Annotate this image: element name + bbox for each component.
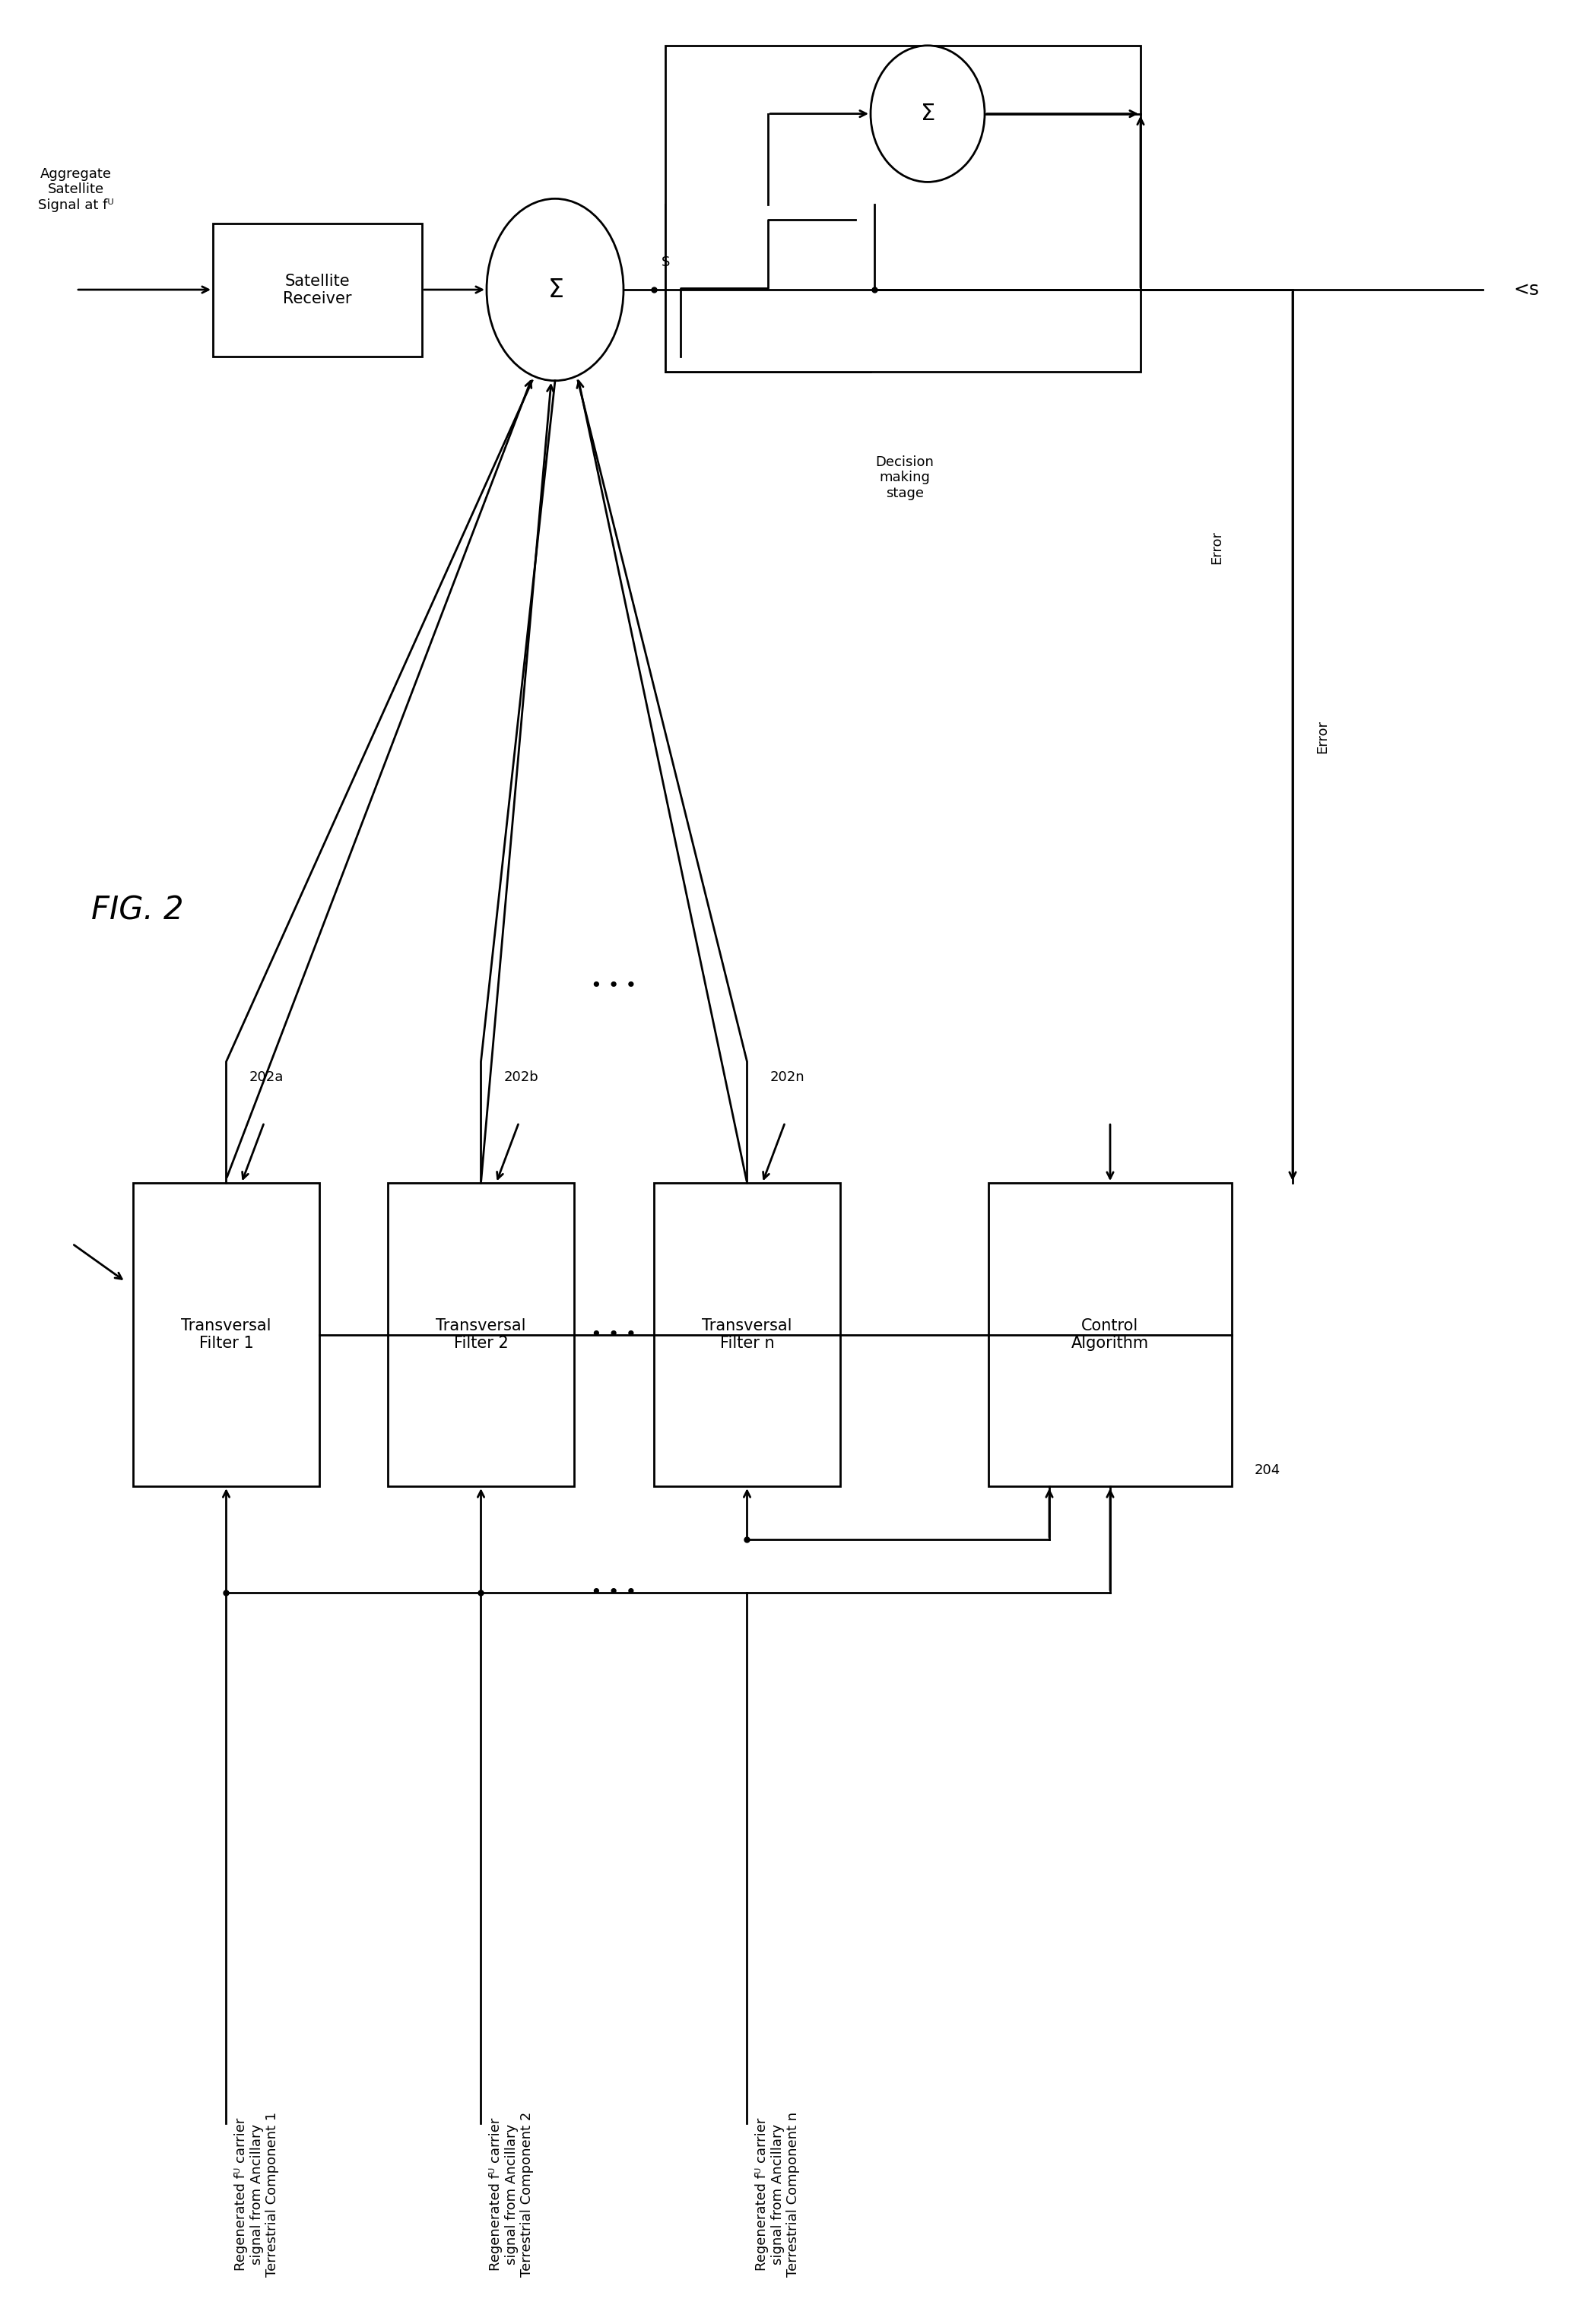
- Text: Satellite
Receiver: Satellite Receiver: [282, 274, 352, 307]
- Text: S: S: [661, 256, 670, 270]
- Bar: [132, 1183, 320, 1487]
- Bar: [665, 205, 871, 372]
- Bar: [388, 1183, 574, 1487]
- Text: Aggregate
Satellite
Signal at fᵁ: Aggregate Satellite Signal at fᵁ: [38, 167, 114, 211]
- Text: Error: Error: [1210, 530, 1224, 565]
- Text: 202a: 202a: [249, 1071, 284, 1085]
- Ellipse shape: [871, 46, 984, 181]
- Text: Regenerated fᵁ carrier
signal from Ancillary
Terrestrial Component 1: Regenerated fᵁ carrier signal from Ancil…: [233, 2113, 279, 2278]
- Text: • • •: • • •: [591, 1583, 637, 1601]
- Text: • • •: • • •: [591, 976, 637, 995]
- Text: $\Sigma$: $\Sigma$: [921, 102, 935, 125]
- Text: <s: <s: [1512, 281, 1539, 300]
- Text: $\Sigma$: $\Sigma$: [547, 277, 563, 302]
- Text: Regenerated fᵁ carrier
signal from Ancillary
Terrestrial Component 2: Regenerated fᵁ carrier signal from Ancil…: [489, 2113, 535, 2278]
- Text: FIG. 2: FIG. 2: [91, 895, 183, 925]
- Bar: [213, 223, 423, 356]
- Text: 202n: 202n: [770, 1071, 804, 1085]
- Bar: [665, 46, 1140, 372]
- Ellipse shape: [487, 198, 623, 381]
- Text: 202b: 202b: [503, 1071, 538, 1085]
- Text: Error: Error: [1315, 720, 1329, 753]
- Text: Control
Algorithm: Control Algorithm: [1071, 1318, 1150, 1350]
- Bar: [654, 1183, 841, 1487]
- Text: • • •: • • •: [591, 1325, 637, 1343]
- Text: Decision
making
stage: Decision making stage: [875, 456, 934, 500]
- Text: Transversal
Filter n: Transversal Filter n: [702, 1318, 792, 1350]
- Bar: [989, 1183, 1232, 1487]
- Text: 204: 204: [1255, 1464, 1281, 1478]
- Text: Transversal
Filter 2: Transversal Filter 2: [435, 1318, 527, 1350]
- Text: Regenerated fᵁ carrier
signal from Ancillary
Terrestrial Component n: Regenerated fᵁ carrier signal from Ancil…: [755, 2113, 800, 2278]
- Text: Transversal
Filter 1: Transversal Filter 1: [181, 1318, 271, 1350]
